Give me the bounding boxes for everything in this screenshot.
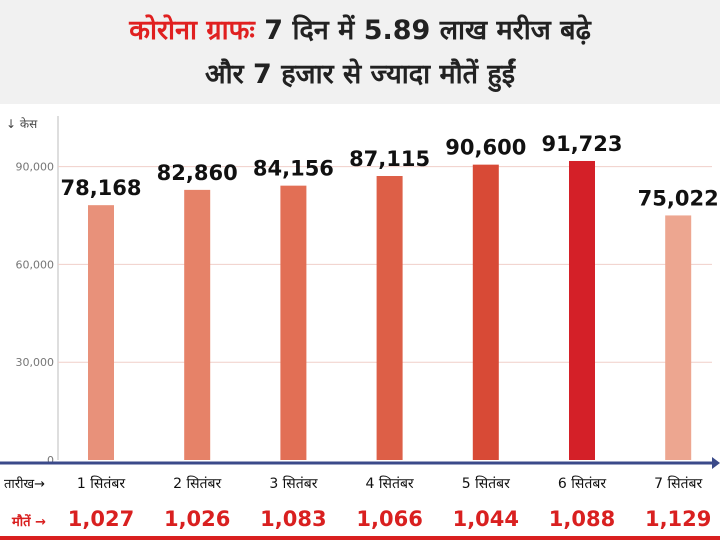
title-rest: 7 दिन में 5.89 लाख मरीज बढ़े xyxy=(264,15,591,46)
deaths-value: 1,066 xyxy=(356,507,422,531)
chart-title: कोरोना ग्राफः 7 दिन में 5.89 लाख मरीज बढ… xyxy=(0,10,720,47)
x-tick-label: 7 सितंबर xyxy=(654,475,702,492)
bar-value-label: 84,156 xyxy=(253,157,334,181)
bar xyxy=(184,189,211,460)
bar-value-label: 78,168 xyxy=(60,176,141,200)
deaths-row-label: मौतें → xyxy=(11,514,46,530)
x-tick-label: 5 सितंबर xyxy=(462,475,510,492)
y-tick-label: 0 xyxy=(47,454,54,467)
bar-value-label: 90,600 xyxy=(445,136,526,160)
bar-value-label: 75,022 xyxy=(638,186,719,210)
bottom-rule xyxy=(0,536,720,540)
bar-value-label: 91,723 xyxy=(541,132,622,156)
title-accent: कोरोना ग्राफः xyxy=(129,15,255,46)
y-tick-label: 60,000 xyxy=(16,258,55,271)
y-axis-label: ↓ केस xyxy=(6,117,38,131)
deaths-value: 1,027 xyxy=(68,507,134,531)
x-tick-label: 1 सितंबर xyxy=(77,475,125,492)
chart-header: कोरोना ग्राफः 7 दिन में 5.89 लाख मरीज बढ… xyxy=(0,0,720,104)
deaths-value: 1,044 xyxy=(453,507,519,531)
deaths-value: 1,026 xyxy=(164,507,230,531)
x-axis-label: तारीख→ xyxy=(4,476,45,492)
bar xyxy=(280,185,307,461)
x-tick-label: 4 सितंबर xyxy=(366,475,414,492)
bar xyxy=(88,205,114,460)
x-tick-label: 3 सितंबर xyxy=(269,475,317,492)
bar xyxy=(569,160,595,460)
bar-chart: 0 30,000 60,000 90,000 ↓ केस 78,168 1 सितंबर 1,… xyxy=(0,116,720,531)
x-tick-label: 6 सितंबर xyxy=(558,475,606,492)
y-tick-label: 90,000 xyxy=(16,161,55,174)
bar xyxy=(376,176,403,460)
chart-subtitle: और 7 हजार से ज्यादा मौतें हुईं xyxy=(204,59,516,90)
bar-value-label: 87,115 xyxy=(349,147,430,171)
deaths-value: 1,129 xyxy=(645,507,711,531)
x-axis-arrow-icon xyxy=(712,457,720,469)
deaths-value: 1,083 xyxy=(260,507,326,531)
x-tick-label: 2 सितंबर xyxy=(173,475,221,492)
bar xyxy=(665,215,692,460)
y-tick-label: 30,000 xyxy=(16,356,55,369)
bar xyxy=(472,164,499,461)
deaths-value: 1,088 xyxy=(549,507,615,531)
bar-value-label: 82,860 xyxy=(157,161,238,185)
